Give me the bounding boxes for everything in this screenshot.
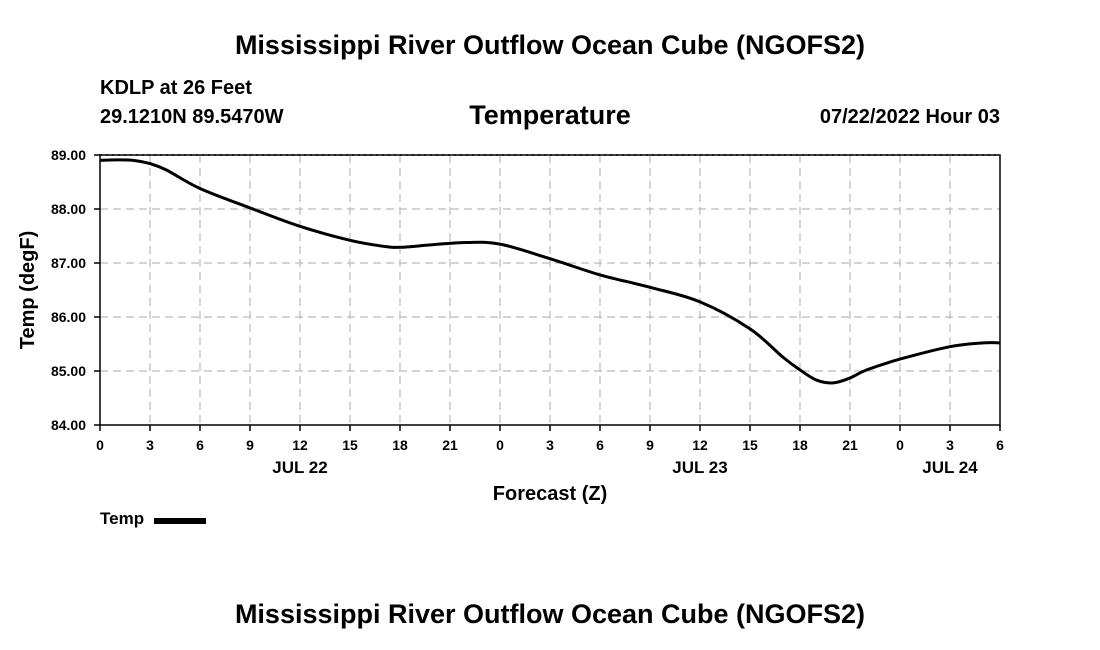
plot-frame	[99, 154, 1001, 426]
data-series	[99, 158, 1001, 385]
main-title: Mississippi River Outflow Ocean Cube (NG…	[234, 30, 866, 60]
y-tick-label: 85.00	[51, 363, 86, 379]
y-tick-label: 89.00	[51, 147, 86, 163]
x-tick-label: 0	[96, 437, 104, 453]
x-tick-label: 6	[196, 437, 204, 453]
x-tick-label: 3	[946, 437, 954, 453]
x-tick-label: 15	[342, 437, 358, 453]
axes: 84.00 85.00 86.00 87.00 88.00 89.00 0 3 6 9 12 15 18…	[51, 147, 1004, 477]
x-tick-label: 18	[792, 437, 808, 453]
y-axis-title: Temp (degF)	[17, 231, 39, 350]
date-label: JUL 23	[672, 458, 727, 477]
x-axis-title: Forecast (Z)	[493, 483, 607, 505]
legend: Temp	[100, 509, 207, 529]
x-tick-label: 21	[442, 437, 458, 453]
footer-title: Mississippi River Outflow Ocean Cube (NG…	[234, 599, 866, 629]
x-tick-label: 9	[646, 437, 654, 453]
x-tick-label: 12	[292, 437, 308, 453]
station-label: KDLP at 26 Feet	[100, 77, 252, 99]
x-tick-label: 0	[896, 437, 904, 453]
x-tick-label: 6	[996, 437, 1004, 453]
series-line-temp	[99, 158, 1001, 385]
x-tick-label: 9	[246, 437, 254, 453]
x-tick-label: 6	[596, 437, 604, 453]
y-tick-label: 84.00	[51, 417, 86, 433]
x-tick-label: 12	[692, 437, 708, 453]
y-tick-label: 86.00	[51, 309, 86, 325]
x-tick-label: 0	[496, 437, 504, 453]
y-tick-label: 88.00	[51, 201, 86, 217]
date-label: JUL 22	[272, 458, 327, 477]
x-tick-label: 18	[392, 437, 408, 453]
x-tick-label: 21	[842, 437, 858, 453]
chart-title: Temperature	[469, 100, 631, 130]
grid-lines	[100, 154, 1000, 425]
station-coordinates: 29.1210N 89.5470W	[100, 106, 284, 128]
x-tick-label: 3	[146, 437, 154, 453]
legend-swatch	[154, 517, 207, 524]
legend-label: Temp	[100, 509, 145, 528]
y-tick-label: 87.00	[51, 255, 86, 271]
date-label: JUL 24	[922, 458, 978, 477]
x-tick-label: 15	[742, 437, 758, 453]
forecast-datetime: 07/22/2022 Hour 03	[819, 106, 1000, 128]
x-tick-label: 3	[546, 437, 554, 453]
